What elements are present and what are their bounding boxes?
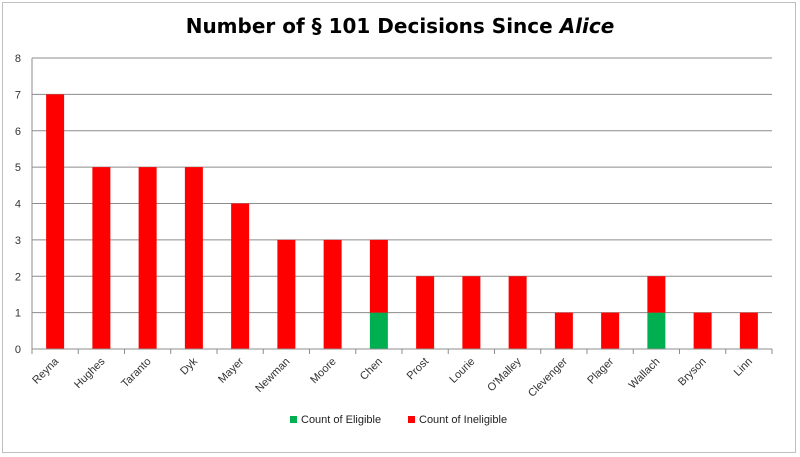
chart-frame: [2, 2, 796, 453]
x-category-label: Taranto: [119, 356, 153, 390]
x-category-label: Mayer: [216, 355, 246, 385]
bar-ineligible: [92, 167, 111, 349]
x-category-label: Plager: [585, 355, 616, 386]
x-category-label: Wallach: [627, 356, 663, 392]
bar-ineligible: [693, 312, 712, 349]
legend-label-eligible: Count of Eligible: [301, 414, 381, 426]
y-tick-label: 1: [15, 308, 21, 320]
bar-ineligible: [416, 276, 435, 349]
bar-ineligible: [277, 239, 296, 349]
bar-ineligible: [323, 239, 342, 349]
bar-ineligible: [184, 167, 203, 349]
x-category-label: O'Malley: [485, 355, 524, 394]
bar-ineligible: [739, 312, 758, 349]
bar-ineligible: [601, 312, 620, 349]
y-tick-label: 6: [15, 126, 21, 138]
bar-eligible: [647, 312, 666, 349]
bar-ineligible: [138, 167, 157, 349]
bar-ineligible: [508, 276, 527, 349]
bar-ineligible: [647, 276, 666, 313]
chart-title-italic: Alice: [559, 14, 615, 38]
y-tick-label: 2: [15, 271, 21, 283]
x-axis-labels: Reyna Hughes Taranto Dyk Mayer Newman Moore Che…: [30, 355, 755, 400]
legend-swatch-eligible: [290, 416, 297, 423]
bar-ineligible: [554, 312, 573, 349]
x-category-label: Chen: [358, 356, 385, 383]
x-category-label: Hughes: [72, 355, 108, 391]
x-category-label: Clevenger: [526, 355, 570, 399]
x-category-label: Linn: [732, 356, 755, 379]
bar-ineligible: [462, 276, 481, 349]
y-tick-label: 8: [15, 53, 21, 65]
x-axis: [31, 58, 773, 354]
x-category-label: Prost: [405, 356, 432, 383]
legend-swatch-ineligible: [408, 416, 415, 423]
y-tick-label: 4: [15, 199, 21, 211]
chart-title-text: Number of § 101 Decisions Since: [185, 14, 553, 38]
bar-eligible: [369, 312, 388, 349]
bars: [46, 94, 758, 349]
legend: Count of Eligible Count of Ineligible: [290, 414, 507, 426]
bar-ineligible: [231, 203, 250, 349]
x-category-label: Newman: [253, 356, 292, 395]
x-category-label: Lourie: [447, 356, 477, 386]
y-tick-label: 3: [15, 235, 21, 247]
x-category-label: Dyk: [178, 355, 200, 377]
x-category-label: Moore: [308, 356, 339, 387]
y-tick-label: 7: [15, 89, 21, 101]
x-category-label: Reyna: [30, 355, 62, 387]
legend-label-ineligible: Count of Ineligible: [419, 414, 507, 426]
x-category-label: Bryson: [676, 356, 709, 389]
bar-ineligible: [369, 239, 388, 313]
y-tick-label: 5: [15, 162, 21, 174]
y-tick-label: 0: [15, 344, 21, 356]
y-axis-ticks: 0 1 2 3 4 5 6 7 8: [15, 53, 21, 356]
chart-title: Number of § 101 Decisions Since Alice: [0, 14, 800, 38]
bar-ineligible: [46, 94, 65, 349]
